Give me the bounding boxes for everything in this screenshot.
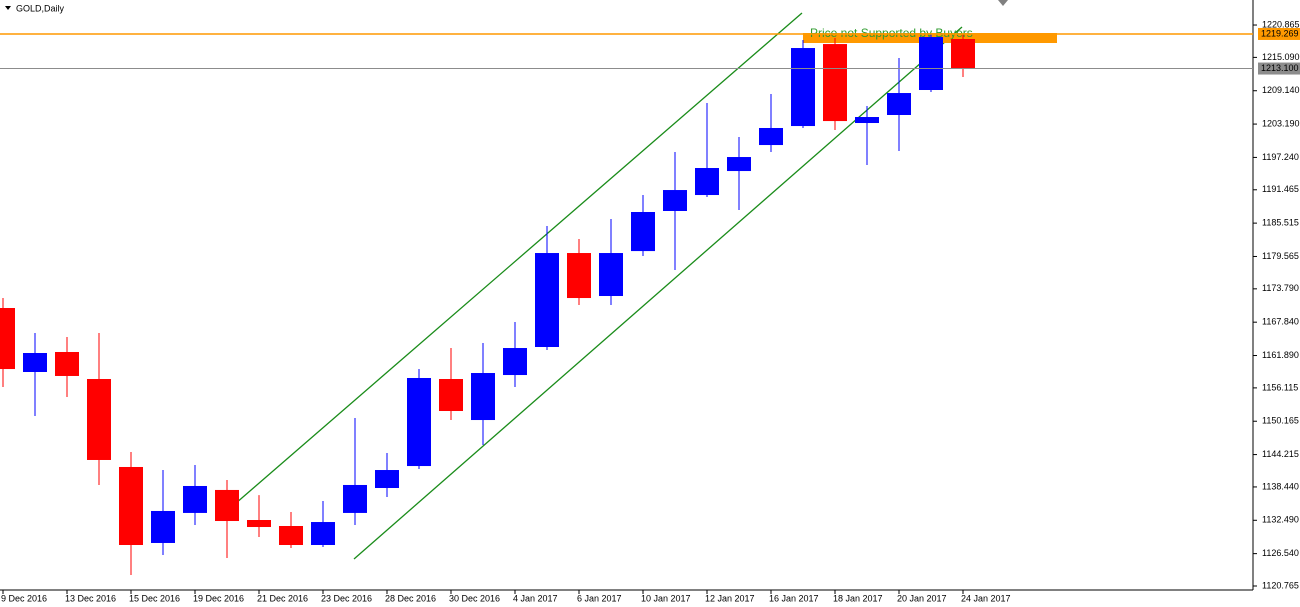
channel-upper [227,12,803,511]
x-tick-label: 19 Dec 2016 [193,593,244,603]
candle-body [823,44,847,122]
x-tick-label: 9 Dec 2016 [1,593,47,603]
y-tick-label: 1132.490 [1262,515,1299,525]
candle-body [183,485,207,513]
candle-body [0,308,15,370]
price-tag [1258,62,1300,75]
y-tick-label: 1156.115 [1262,382,1298,392]
candle-body [151,510,175,543]
price-tag [1258,27,1300,40]
candle-body [855,117,879,124]
candle-body [663,190,687,211]
x-tick-label: 21 Dec 2016 [257,593,308,603]
candle-body [791,48,815,127]
x-tick-label: 4 Jan 2017 [513,593,558,603]
candle-body [23,353,47,373]
symbol-title: GOLD,Daily [16,3,65,13]
candle-body [87,379,111,460]
candle-body [119,466,143,545]
y-tick-label: 1191.465 [1262,184,1299,194]
x-tick-label: 28 Dec 2016 [385,593,436,603]
shift-marker [998,0,1008,6]
y-tick-label: 1185.515 [1262,218,1299,228]
candle-body [759,127,783,146]
candle-body [503,348,527,376]
price-tag-label: 1213.100 [1261,63,1299,73]
candle-body [375,470,399,489]
candle-body [311,522,335,545]
y-tick-label: 1161.890 [1262,350,1299,360]
y-tick-label: 1173.790 [1262,283,1299,293]
x-tick-label: 13 Dec 2016 [65,593,116,603]
candle-body [279,526,303,545]
candle-body [919,37,943,91]
x-tick-label: 20 Jan 2017 [897,593,947,603]
y-tick-label: 1167.840 [1262,317,1299,327]
candle-body [567,253,591,299]
candle-body [631,212,655,252]
candle-body [695,168,719,196]
x-tick-label: 10 Jan 2017 [641,593,691,603]
x-tick-label: 23 Dec 2016 [321,593,372,603]
annotation: Price not Supported by Buyers [810,26,973,40]
y-tick-label: 1197.240 [1262,152,1299,162]
x-tick-label: 18 Jan 2017 [833,593,883,603]
y-tick-label: 1120.765 [1262,580,1299,590]
candle-body [535,253,559,348]
candle-body [407,377,431,467]
candle-body [247,520,271,528]
x-tick-label: 30 Dec 2016 [449,593,500,603]
x-tick-label: 12 Jan 2017 [705,593,755,603]
candle-body [439,379,463,412]
y-tick-label: 1150.165 [1262,416,1299,426]
x-tick-label: 6 Jan 2017 [577,593,622,603]
symbol-menu-icon[interactable] [5,6,11,10]
x-tick-label: 16 Jan 2017 [769,593,819,603]
candle-body [727,157,751,172]
candle-body [951,39,975,69]
y-tick-label: 1203.190 [1262,118,1300,128]
price-tag-label: 1219.269 [1261,28,1299,38]
y-tick-label: 1215.090 [1262,52,1300,62]
candle-body [55,351,79,376]
candle-body [887,93,911,115]
x-tick-label: 24 Jan 2017 [961,593,1011,603]
y-tick-label: 1126.540 [1262,548,1299,558]
candle-body [215,489,239,522]
candle-body [471,373,495,421]
candle-body [343,484,367,513]
y-tick-label: 1138.440 [1262,481,1299,491]
candle-body [599,253,623,297]
x-tick-label: 15 Dec 2016 [129,593,180,603]
y-tick-label: 1179.565 [1262,251,1299,261]
y-tick-label: 1209.140 [1262,85,1300,95]
y-tick-label: 1144.215 [1262,449,1299,459]
channel-lower [353,26,963,560]
y-tick-label: 1220.865 [1262,19,1300,29]
